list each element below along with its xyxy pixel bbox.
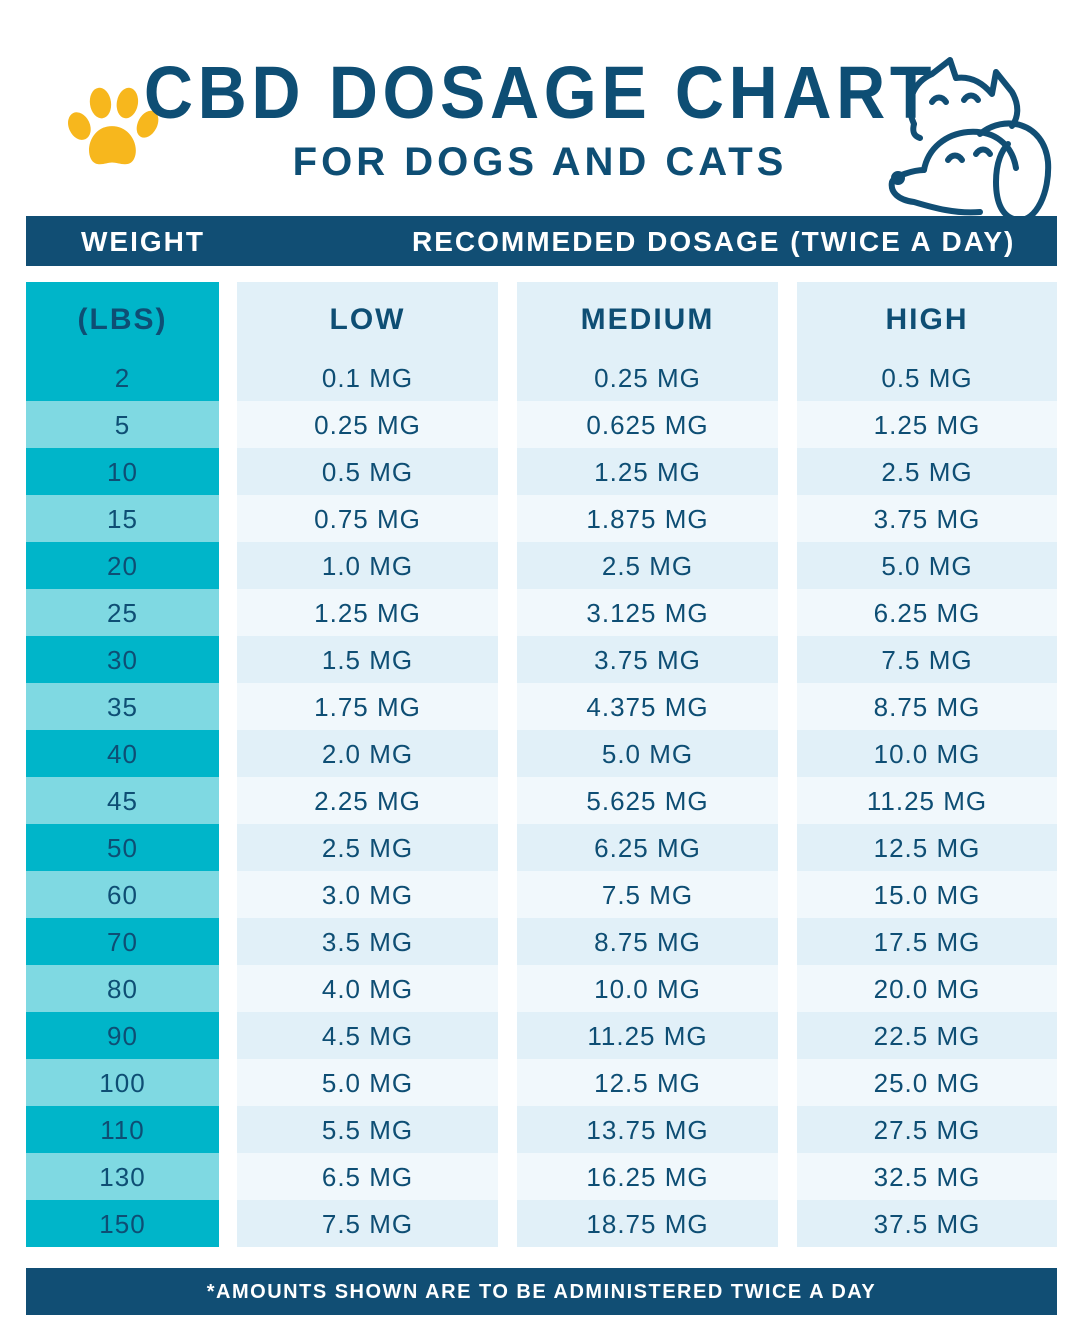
high-dosage-cell: 25.0 MG [797,1059,1057,1106]
low-dosage-cell: 0.25 MG [237,401,498,448]
weight-cell: 80 [26,965,219,1012]
low-dosage-cell: 1.25 MG [237,589,498,636]
weight-cell: 25 [26,589,219,636]
medium-dosage-cell: 6.25 MG [517,824,778,871]
medium-column: MEDIUM 0.25 MG 0.625 MG 1.25 MG 1.875 MG 2.5… [517,282,778,1247]
high-dosage-cell: 15.0 MG [797,871,1057,918]
low-cells: 0.1 MG 0.25 MG 0.5 MG 0.75 MG 1.0 MG 1.25 MG 1… [237,354,498,1247]
high-dosage-cell: 7.5 MG [797,636,1057,683]
medium-dosage-cell: 13.75 MG [517,1106,778,1153]
chart-subtitle: FOR DOGS AND CATS [292,140,788,184]
low-dosage-cell: 5.5 MG [237,1106,498,1153]
weight-cell: 2 [26,354,219,401]
low-dosage-cell: 0.75 MG [237,495,498,542]
chart-title: CBD DOSAGE CHART [143,51,937,134]
high-dosage-cell: 11.25 MG [797,777,1057,824]
footer-note: *AMOUNTS SHOWN ARE TO BE ADMINISTERED TW… [26,1268,1057,1315]
high-column: HIGH 0.5 MG 1.25 MG 2.5 MG 3.75 MG 5.0 MG 6.2… [797,282,1057,1247]
weight-cell: 110 [26,1106,219,1153]
medium-dosage-cell: 2.5 MG [517,542,778,589]
low-dosage-cell: 3.0 MG [237,871,498,918]
low-dosage-cell: 5.0 MG [237,1059,498,1106]
medium-dosage-cell: 12.5 MG [517,1059,778,1106]
medium-dosage-cell: 10.0 MG [517,965,778,1012]
medium-dosage-cell: 1.875 MG [517,495,778,542]
low-dosage-cell: 2.0 MG [237,730,498,777]
weight-cell: 35 [26,683,219,730]
low-dosage-cell: 3.5 MG [237,918,498,965]
weight-header: WEIGHT [81,226,205,257]
medium-dosage-cell: 0.25 MG [517,354,778,401]
high-cells: 0.5 MG 1.25 MG 2.5 MG 3.75 MG 5.0 MG 6.25 MG 7… [797,354,1057,1247]
weight-column-header: (LBS) [26,282,219,354]
low-dosage-cell: 1.0 MG [237,542,498,589]
high-dosage-cell: 5.0 MG [797,542,1057,589]
recommended-dosage-header: RECOMMEDED DOSAGE (TWICE A DAY) [412,226,1016,257]
weight-cell: 20 [26,542,219,589]
weight-cell: 40 [26,730,219,777]
medium-dosage-cell: 7.5 MG [517,871,778,918]
low-column: LOW 0.1 MG 0.25 MG 0.5 MG 0.75 MG 1.0 MG 1.25… [237,282,498,1247]
weight-cell: 50 [26,824,219,871]
medium-dosage-cell: 8.75 MG [517,918,778,965]
medium-dosage-cell: 3.75 MG [517,636,778,683]
medium-column-header: MEDIUM [517,282,778,354]
weight-cell: 15 [26,495,219,542]
medium-dosage-cell: 3.125 MG [517,589,778,636]
low-dosage-cell: 1.5 MG [237,636,498,683]
high-dosage-cell: 8.75 MG [797,683,1057,730]
weight-cell: 5 [26,401,219,448]
medium-dosage-cell: 18.75 MG [517,1200,778,1247]
high-dosage-cell: 1.25 MG [797,401,1057,448]
medium-dosage-cell: 0.625 MG [517,401,778,448]
weight-column: (LBS) 2 5 10 15 20 25 30 35 40 45 50 60 70 80 90 100 110… [26,282,219,1247]
low-dosage-cell: 4.5 MG [237,1012,498,1059]
low-dosage-cell: 1.75 MG [237,683,498,730]
high-dosage-cell: 27.5 MG [797,1106,1057,1153]
weight-cell: 130 [26,1153,219,1200]
high-dosage-cell: 20.0 MG [797,965,1057,1012]
weight-cell: 10 [26,448,219,495]
low-dosage-cell: 0.5 MG [237,448,498,495]
low-dosage-cell: 6.5 MG [237,1153,498,1200]
low-column-header: LOW [237,282,498,354]
medium-dosage-cell: 4.375 MG [517,683,778,730]
medium-dosage-cell: 11.25 MG [517,1012,778,1059]
weight-cell: 150 [26,1200,219,1247]
weight-cell: 45 [26,777,219,824]
weight-cell: 60 [26,871,219,918]
low-dosage-cell: 4.0 MG [237,965,498,1012]
high-dosage-cell: 22.5 MG [797,1012,1057,1059]
high-dosage-cell: 32.5 MG [797,1153,1057,1200]
low-dosage-cell: 0.1 MG [237,354,498,401]
low-dosage-cell: 7.5 MG [237,1200,498,1247]
low-dosage-cell: 2.25 MG [237,777,498,824]
high-column-header: HIGH [797,282,1057,354]
high-dosage-cell: 17.5 MG [797,918,1057,965]
paw-icon [68,87,159,165]
high-dosage-cell: 3.75 MG [797,495,1057,542]
high-dosage-cell: 0.5 MG [797,354,1057,401]
high-dosage-cell: 12.5 MG [797,824,1057,871]
weight-cell: 100 [26,1059,219,1106]
medium-dosage-cell: 5.625 MG [517,777,778,824]
low-dosage-cell: 2.5 MG [237,824,498,871]
header-bar: WEIGHT RECOMMEDED DOSAGE (TWICE A DAY) [26,216,1057,266]
weight-cells: 2 5 10 15 20 25 30 35 40 45 50 60 70 80 90 100 110 130 150 [26,354,219,1247]
medium-dosage-cell: 1.25 MG [517,448,778,495]
high-dosage-cell: 37.5 MG [797,1200,1057,1247]
weight-cell: 30 [26,636,219,683]
high-dosage-cell: 10.0 MG [797,730,1057,777]
medium-dosage-cell: 5.0 MG [517,730,778,777]
weight-cell: 90 [26,1012,219,1059]
high-dosage-cell: 2.5 MG [797,448,1057,495]
medium-dosage-cell: 16.25 MG [517,1153,778,1200]
weight-cell: 70 [26,918,219,965]
medium-cells: 0.25 MG 0.625 MG 1.25 MG 1.875 MG 2.5 MG 3.12… [517,354,778,1247]
high-dosage-cell: 6.25 MG [797,589,1057,636]
